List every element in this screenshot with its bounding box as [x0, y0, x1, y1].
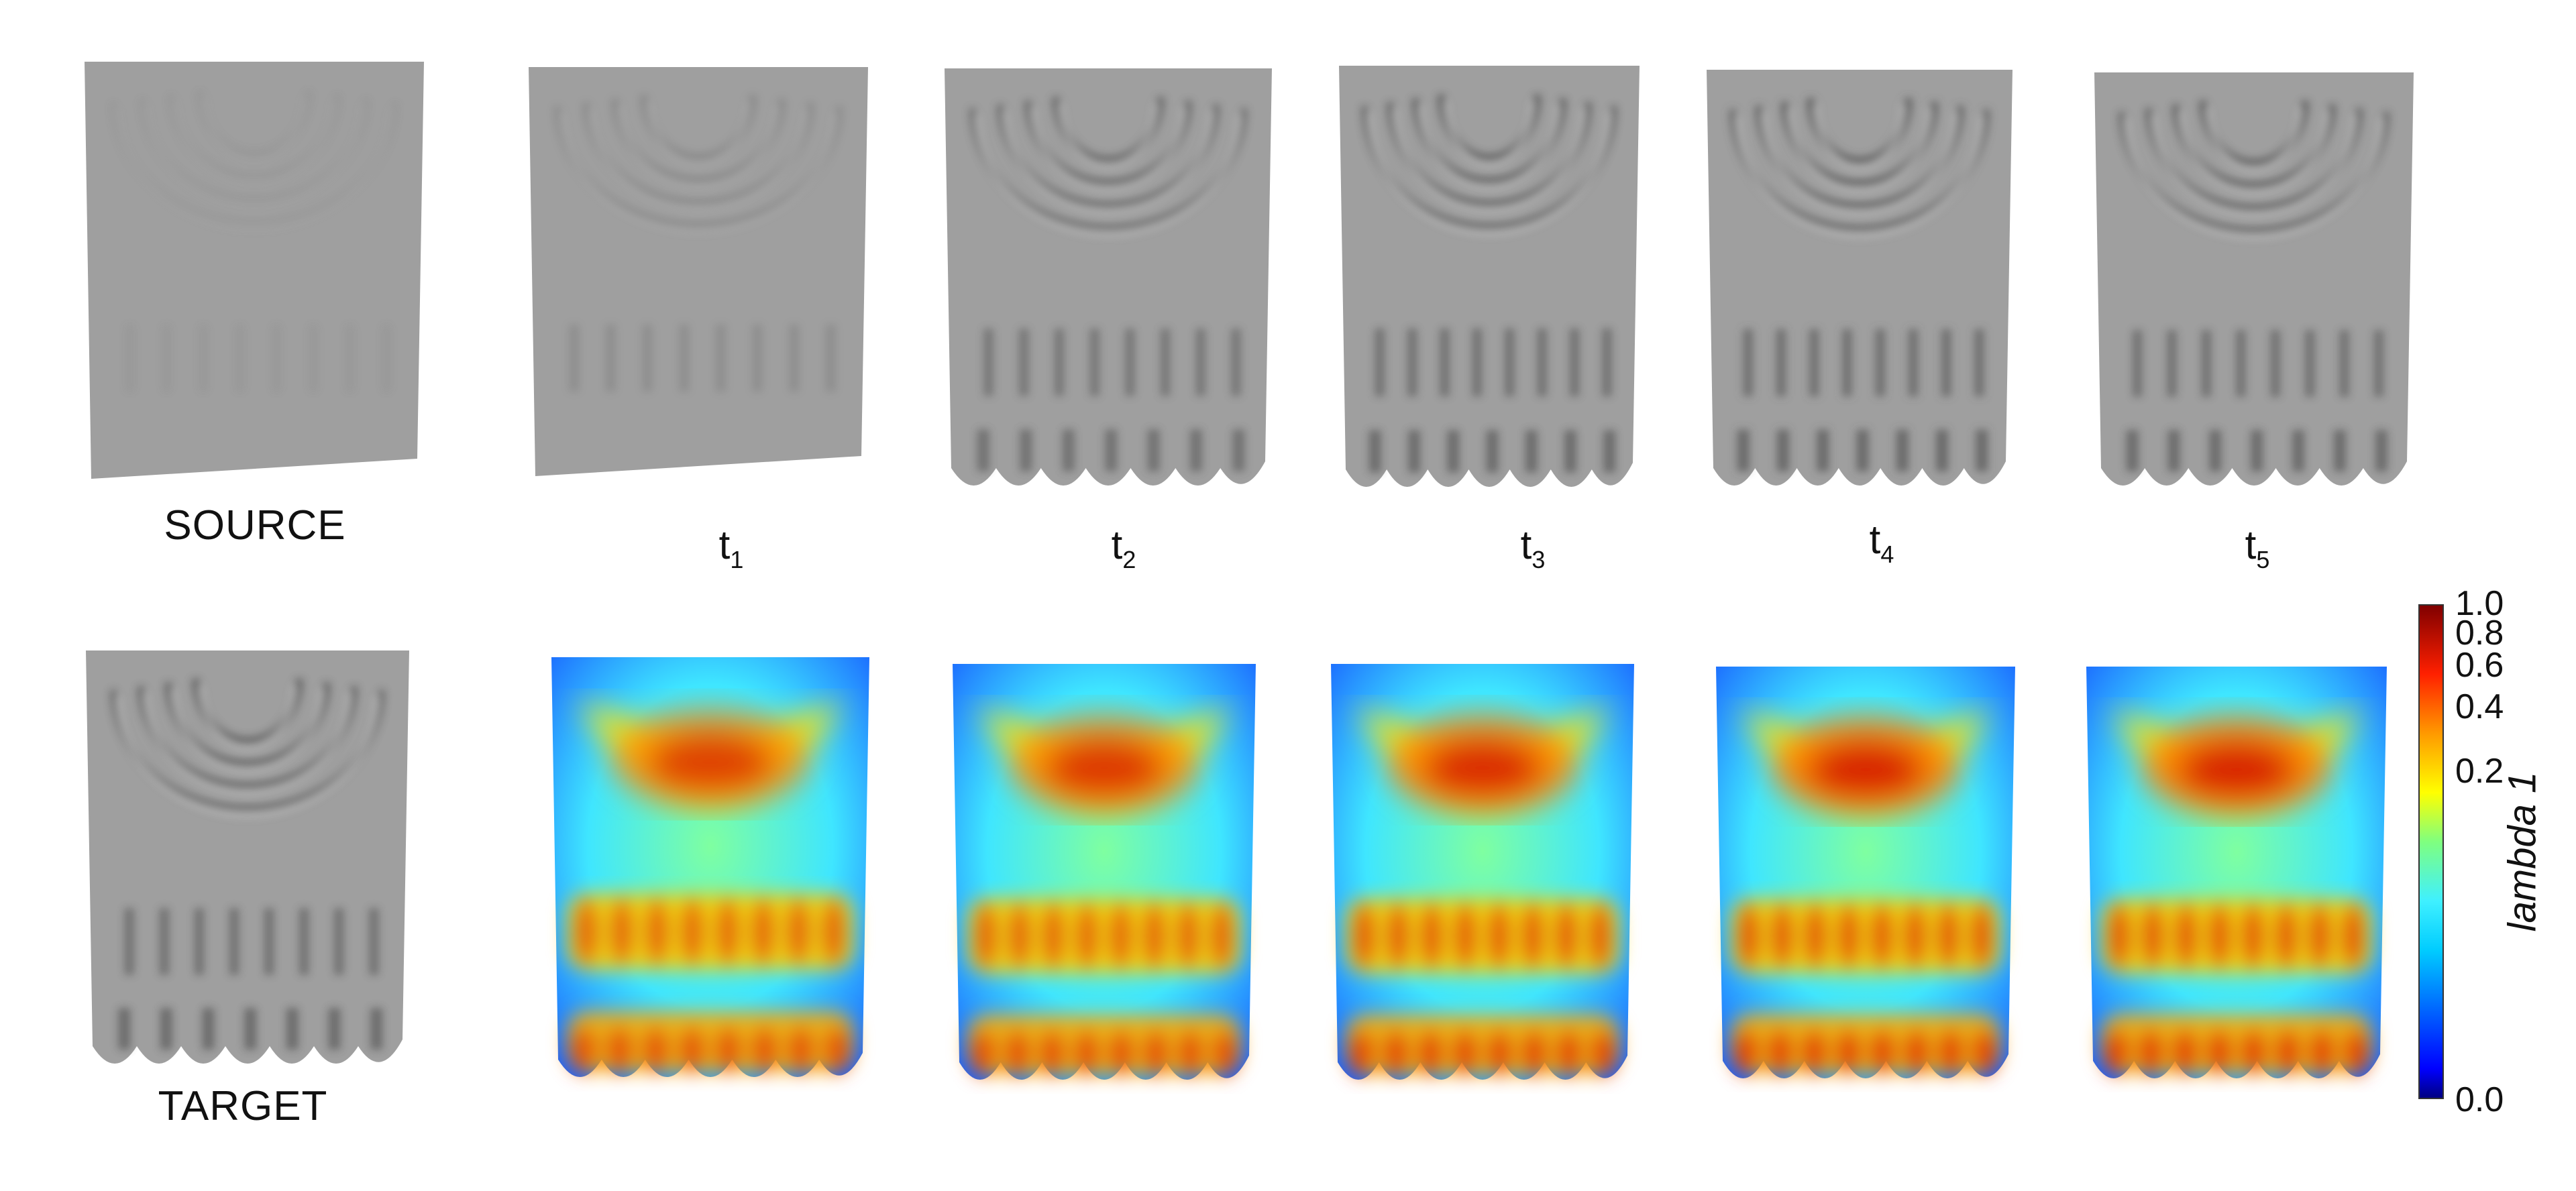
heatmap-t1: [551, 657, 869, 1077]
cloth-t2: [945, 68, 1272, 486]
target-label: TARGET: [158, 1083, 328, 1129]
step-label-t1: t1: [718, 522, 744, 573]
heatmap-t5: [2086, 667, 2387, 1078]
colorbar-gradient: [2418, 604, 2444, 1099]
heatmap-t3: [1331, 664, 1634, 1080]
colorbar-tick-0-0: 0.0: [2455, 1080, 2504, 1119]
target-cloth: [86, 650, 409, 1064]
colorbar: [2418, 604, 2444, 1099]
colorbar-title: lambda 1: [2500, 771, 2544, 932]
cloth-t4: [1707, 70, 2012, 486]
step-label-t4: t4: [1869, 517, 1894, 568]
colorbar-tick-0-2: 0.2: [2455, 752, 2504, 791]
source-cloth: [85, 62, 424, 479]
step-label-t5: t5: [2245, 522, 2270, 573]
cloth-t5: [2094, 72, 2414, 486]
colorbar-tick-0-8: 0.8: [2455, 614, 2504, 653]
cloth-t1: [529, 67, 868, 476]
panels-layer: [85, 62, 2414, 1080]
source-label: SOURCE: [164, 502, 346, 549]
heatmap-t4: [1716, 667, 2015, 1078]
colorbar-tick-0-4: 0.4: [2455, 687, 2504, 726]
step-label-t2: t2: [1111, 522, 1136, 573]
colorbar-tick-1-0: 1.0: [2455, 584, 2504, 623]
heatmap-t2: [953, 664, 1256, 1080]
cloth-t3: [1339, 66, 1640, 487]
step-label-t3: t3: [1520, 522, 1546, 573]
colorbar-tick-0-6: 0.6: [2455, 646, 2504, 685]
